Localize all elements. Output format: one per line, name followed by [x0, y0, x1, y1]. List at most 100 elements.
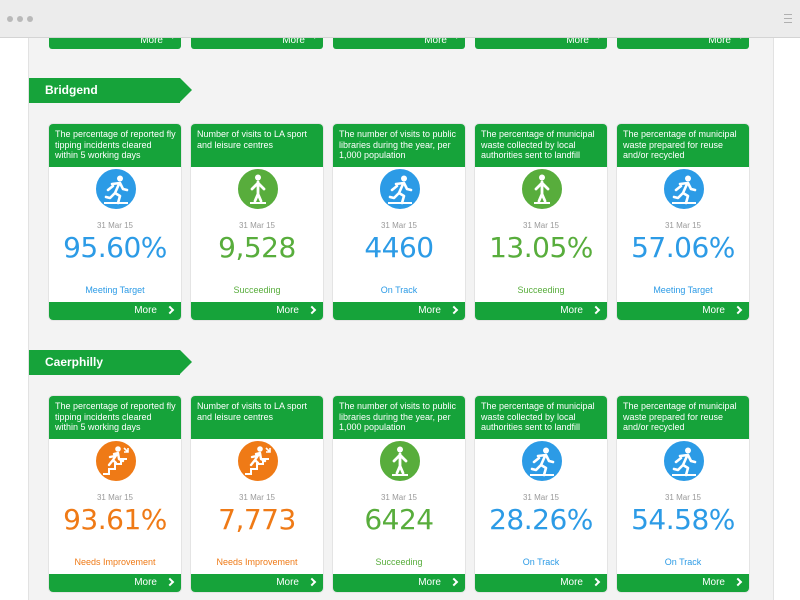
more-button-label: More [424, 38, 447, 46]
kpi-date: 31 Mar 15 [522, 221, 560, 230]
kpi-title: The number of visits to public libraries… [333, 396, 465, 439]
kpi-card: The percentage of reported fly tipping i… [49, 396, 181, 592]
kpi-date: 31 Mar 15 [238, 221, 276, 230]
kpi-status: Succeeding [233, 285, 281, 295]
more-button-label: More [134, 577, 157, 588]
kpi-card: Number of visits to LA sport and leisure… [191, 396, 323, 592]
more-button[interactable]: More [191, 574, 323, 592]
kpi-date: 31 Mar 15 [664, 221, 702, 230]
runner-icon [378, 167, 422, 211]
kpi-status: On Track [380, 285, 418, 295]
kpi-title: The percentage of municipal waste collec… [475, 396, 607, 439]
kpi-date: 31 Mar 15 [522, 493, 560, 502]
kpi-status: Succeeding [517, 285, 565, 295]
kpi-date: 31 Mar 15 [380, 221, 418, 230]
more-button[interactable]: More › [475, 38, 607, 49]
more-button-label: More [276, 305, 299, 316]
kpi-value: 93.61% [63, 503, 167, 536]
kpi-status: Meeting Target [85, 285, 145, 295]
chevron-right-icon: › [314, 38, 317, 42]
right-gutter [774, 38, 800, 600]
more-button-label: More [134, 305, 157, 316]
runner-icon [94, 167, 138, 211]
standing-person-icon [378, 439, 422, 483]
kpi-card: The percentage of municipal waste collec… [475, 396, 607, 592]
kpi-value: 54.58% [631, 503, 735, 536]
kpi-card-row: The percentage of reported fly tipping i… [49, 124, 749, 320]
kpi-status: Needs Improvement [74, 557, 156, 567]
kpi-status: Needs Improvement [216, 557, 298, 567]
kpi-card: The number of visits to public libraries… [333, 124, 465, 320]
dashboard-viewport[interactable]: More › More › More › More › More › Bridgend The p… [28, 38, 774, 600]
runner-icon [662, 439, 706, 483]
more-button[interactable]: More [475, 574, 607, 592]
browser-chrome-bar [0, 0, 800, 38]
kpi-value: 57.06% [631, 231, 735, 264]
more-button-label: More [418, 305, 441, 316]
kpi-date: 31 Mar 15 [238, 493, 276, 502]
standing-person-icon [520, 167, 564, 211]
more-button-label: More [418, 577, 441, 588]
kpi-title: The percentage of municipal waste prepar… [617, 396, 749, 439]
chevron-right-icon [307, 577, 317, 587]
runner-icon [662, 167, 706, 211]
more-button-label: More [282, 38, 305, 46]
climbing-stairs-icon [94, 439, 138, 483]
more-button[interactable]: More › [617, 38, 749, 49]
kpi-title: Number of visits to LA sport and leisure… [191, 396, 323, 439]
section-label-bridgend: Bridgend [29, 78, 192, 103]
more-button[interactable]: More [617, 302, 749, 320]
standing-person-icon [236, 167, 280, 211]
more-button[interactable]: More [333, 574, 465, 592]
kpi-date: 31 Mar 15 [664, 493, 702, 502]
kpi-value: 13.05% [489, 231, 593, 264]
chevron-right-icon: › [456, 38, 459, 42]
kpi-card: The percentage of municipal waste prepar… [617, 124, 749, 320]
more-button-label: More [560, 577, 583, 588]
kpi-status: Succeeding [375, 557, 423, 567]
window-dots [7, 16, 33, 22]
chevron-right-icon [733, 577, 743, 587]
previous-section-more-strip: More › More › More › More › More › [49, 38, 749, 49]
more-button-label: More [276, 577, 299, 588]
more-button-label: More [708, 38, 731, 46]
more-button[interactable]: More › [49, 38, 181, 49]
more-button[interactable]: More [49, 574, 181, 592]
more-button[interactable]: More › [333, 38, 465, 49]
kpi-value: 6424 [364, 503, 434, 536]
chevron-right-icon [591, 577, 601, 587]
more-button[interactable]: More [333, 302, 465, 320]
chevron-right-icon [449, 577, 459, 587]
kpi-value: 28.26% [489, 503, 593, 536]
kpi-title: The number of visits to public libraries… [333, 124, 465, 167]
kpi-title: The percentage of municipal waste prepar… [617, 124, 749, 167]
chevron-right-icon [307, 305, 317, 315]
kpi-status: On Track [664, 557, 702, 567]
kpi-title: The percentage of municipal waste collec… [475, 124, 607, 167]
more-button-label: More [702, 305, 725, 316]
more-button[interactable]: More [49, 302, 181, 320]
kpi-card: The percentage of reported fly tipping i… [49, 124, 181, 320]
kpi-date: 31 Mar 15 [380, 493, 418, 502]
more-button[interactable]: More [475, 302, 607, 320]
kpi-status: Meeting Target [653, 285, 713, 295]
more-button[interactable]: More [617, 574, 749, 592]
kpi-value: 4460 [364, 231, 434, 264]
kpi-card: Number of visits to LA sport and leisure… [191, 124, 323, 320]
chevron-right-icon [449, 305, 459, 315]
more-button-label: More [140, 38, 163, 46]
kpi-card-row: The percentage of reported fly tipping i… [49, 396, 749, 592]
more-button[interactable]: More › [191, 38, 323, 49]
kpi-value: 7,773 [218, 503, 296, 536]
section-label-caerphilly: Caerphilly [29, 350, 192, 375]
menu-icon[interactable] [784, 14, 792, 23]
chevron-right-icon [591, 305, 601, 315]
chevron-right-icon: › [598, 38, 601, 42]
chevron-right-icon [733, 305, 743, 315]
more-button[interactable]: More [191, 302, 323, 320]
kpi-card: The number of visits to public libraries… [333, 396, 465, 592]
chevron-right-icon: › [740, 38, 743, 42]
kpi-card: The percentage of municipal waste prepar… [617, 396, 749, 592]
kpi-title: The percentage of reported fly tipping i… [49, 124, 181, 167]
kpi-card: The percentage of municipal waste collec… [475, 124, 607, 320]
